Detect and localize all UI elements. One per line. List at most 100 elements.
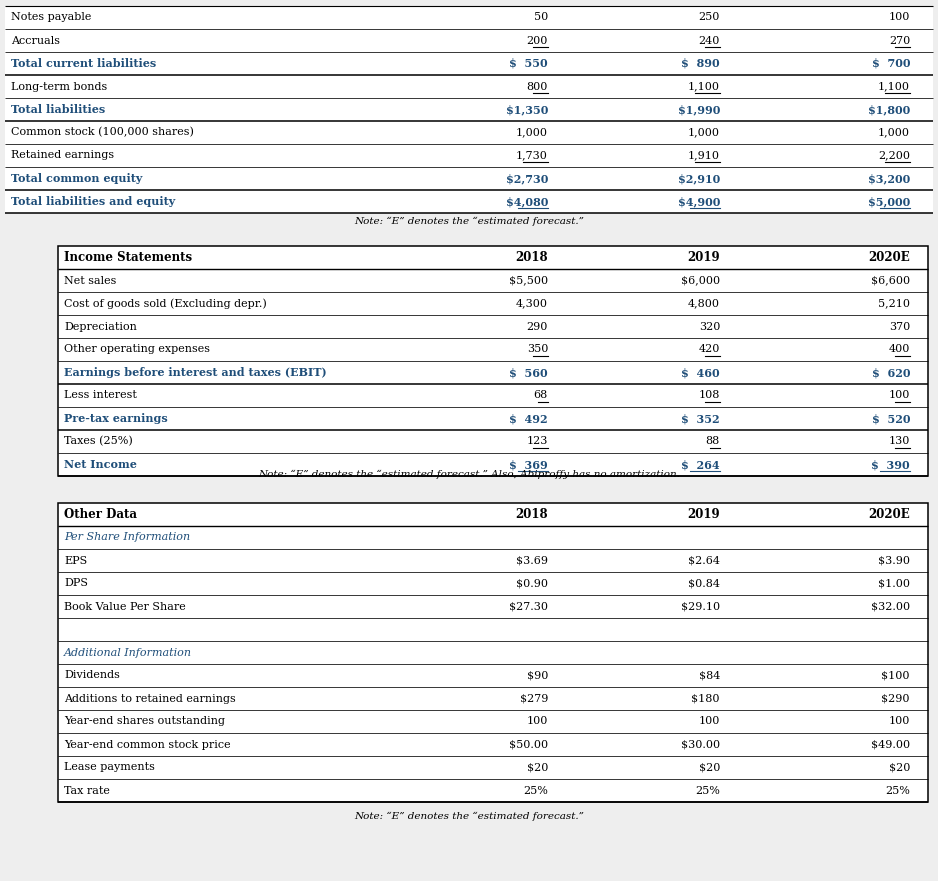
Text: Pre-tax earnings: Pre-tax earnings: [64, 413, 168, 424]
Text: Dividends: Dividends: [64, 670, 120, 680]
Text: $2,910: $2,910: [678, 173, 720, 184]
Text: $0.90: $0.90: [516, 579, 548, 589]
Text: 2018: 2018: [515, 251, 548, 264]
Text: $20: $20: [699, 762, 720, 773]
Text: 1,730: 1,730: [516, 151, 548, 160]
Text: $  264: $ 264: [681, 459, 720, 470]
Text: Common stock (100,000 shares): Common stock (100,000 shares): [11, 128, 194, 137]
Text: 290: 290: [526, 322, 548, 331]
Text: $3.90: $3.90: [878, 556, 910, 566]
Text: 100: 100: [888, 12, 910, 23]
Text: Tax rate: Tax rate: [64, 786, 110, 796]
Text: $  492: $ 492: [509, 413, 548, 424]
Text: Per Share Information: Per Share Information: [64, 532, 190, 543]
Text: 123: 123: [526, 436, 548, 447]
Bar: [58, 503, 928, 802]
Text: 350: 350: [526, 344, 548, 354]
Text: $30.00: $30.00: [681, 739, 720, 750]
Text: Additions to retained earnings: Additions to retained earnings: [64, 693, 235, 704]
Bar: [58, 246, 928, 476]
Text: $49.00: $49.00: [870, 739, 910, 750]
Text: Other Data: Other Data: [64, 508, 137, 521]
Text: $  369: $ 369: [509, 459, 548, 470]
Text: 250: 250: [699, 12, 720, 23]
Text: 2020E: 2020E: [869, 508, 910, 521]
Text: Depreciation: Depreciation: [64, 322, 137, 331]
Text: Year-end shares outstanding: Year-end shares outstanding: [64, 716, 225, 727]
Text: 100: 100: [888, 716, 910, 727]
Text: Net Income: Net Income: [64, 459, 137, 470]
Bar: [58, 503, 928, 802]
Text: Year-end common stock price: Year-end common stock price: [64, 739, 231, 750]
Text: Total liabilities and equity: Total liabilities and equity: [11, 196, 175, 207]
Text: $290: $290: [882, 693, 910, 704]
Text: $2,730: $2,730: [506, 173, 548, 184]
Text: 370: 370: [888, 322, 910, 331]
Text: $  700: $ 700: [871, 58, 910, 69]
Text: Total liabilities: Total liabilities: [11, 104, 105, 115]
Bar: [5, 121, 933, 144]
Text: $27.30: $27.30: [509, 602, 548, 611]
Text: 100: 100: [526, 716, 548, 727]
Text: $84: $84: [699, 670, 720, 680]
Text: $  352: $ 352: [681, 413, 720, 424]
Text: 1,000: 1,000: [516, 128, 548, 137]
Text: $2.64: $2.64: [688, 556, 720, 566]
Text: 25%: 25%: [885, 786, 910, 796]
Text: 1,000: 1,000: [878, 128, 910, 137]
Text: 100: 100: [888, 390, 910, 401]
Text: 108: 108: [699, 390, 720, 401]
Text: 320: 320: [699, 322, 720, 331]
Text: 50: 50: [534, 12, 548, 23]
Text: $100: $100: [882, 670, 910, 680]
Text: $3.69: $3.69: [516, 556, 548, 566]
Text: 88: 88: [705, 436, 720, 447]
Text: 2,200: 2,200: [878, 151, 910, 160]
Text: Additional Information: Additional Information: [64, 648, 192, 657]
Text: $6,000: $6,000: [681, 276, 720, 285]
Text: Taxes (25%): Taxes (25%): [64, 436, 133, 447]
Text: $  520: $ 520: [871, 413, 910, 424]
Text: 130: 130: [888, 436, 910, 447]
Text: Total current liabilities: Total current liabilities: [11, 58, 157, 69]
Text: $20: $20: [526, 762, 548, 773]
Text: 68: 68: [534, 390, 548, 401]
Text: $1,350: $1,350: [506, 104, 548, 115]
Text: 200: 200: [526, 35, 548, 46]
Text: $90: $90: [526, 670, 548, 680]
Text: Note: “E” denotes the “estimated forecast.”: Note: “E” denotes the “estimated forecas…: [354, 811, 584, 821]
Text: 420: 420: [699, 344, 720, 354]
Text: $6,600: $6,600: [870, 276, 910, 285]
Bar: [5, 190, 933, 213]
Text: 2018: 2018: [515, 508, 548, 521]
Text: Income Statements: Income Statements: [64, 251, 192, 264]
Text: Earnings before interest and taxes (EBIT): Earnings before interest and taxes (EBIT…: [64, 367, 326, 378]
Text: 2019: 2019: [688, 508, 720, 521]
Text: $  560: $ 560: [509, 367, 548, 378]
Text: Lease payments: Lease payments: [64, 762, 155, 773]
Text: 800: 800: [526, 82, 548, 92]
Text: Net sales: Net sales: [64, 276, 116, 285]
Text: 1,100: 1,100: [878, 82, 910, 92]
Text: $  390: $ 390: [871, 459, 910, 470]
Text: $  890: $ 890: [681, 58, 720, 69]
Text: Accruals: Accruals: [11, 35, 60, 46]
Bar: [5, 52, 933, 75]
Text: $20: $20: [888, 762, 910, 773]
Text: $1,990: $1,990: [677, 104, 720, 115]
Text: 1,910: 1,910: [688, 151, 720, 160]
Bar: [5, 98, 933, 121]
Text: 270: 270: [888, 35, 910, 46]
Text: $50.00: $50.00: [509, 739, 548, 750]
Text: Total common equity: Total common equity: [11, 173, 143, 184]
Text: $32.00: $32.00: [870, 602, 910, 611]
Text: $3,200: $3,200: [868, 173, 910, 184]
Text: 100: 100: [699, 716, 720, 727]
Text: 4,800: 4,800: [688, 299, 720, 308]
Text: 25%: 25%: [523, 786, 548, 796]
Text: $4,900: $4,900: [677, 196, 720, 207]
Text: $  550: $ 550: [509, 58, 548, 69]
Text: $1.00: $1.00: [878, 579, 910, 589]
Bar: [5, 75, 933, 98]
Text: $  460: $ 460: [681, 367, 720, 378]
